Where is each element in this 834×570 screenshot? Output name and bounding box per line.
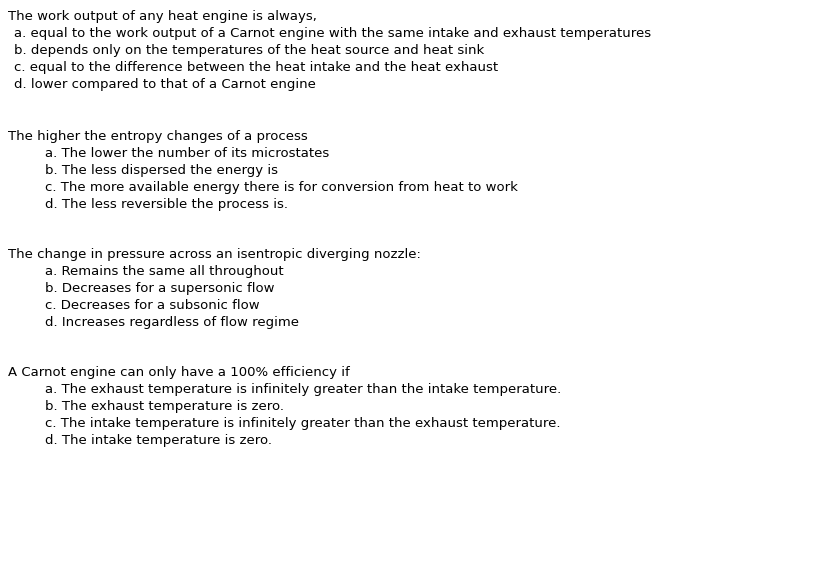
Text: b. depends only on the temperatures of the heat source and heat sink: b. depends only on the temperatures of t… bbox=[14, 44, 485, 57]
Text: c. The more available energy there is for conversion from heat to work: c. The more available energy there is fo… bbox=[45, 181, 518, 194]
Text: a. The lower the number of its microstates: a. The lower the number of its microstat… bbox=[45, 147, 329, 160]
Text: c. equal to the difference between the heat intake and the heat exhaust: c. equal to the difference between the h… bbox=[14, 61, 498, 74]
Text: A Carnot engine can only have a 100% efficiency if: A Carnot engine can only have a 100% eff… bbox=[8, 366, 349, 379]
Text: The change in pressure across an isentropic diverging nozzle:: The change in pressure across an isentro… bbox=[8, 248, 421, 261]
Text: d. lower compared to that of a Carnot engine: d. lower compared to that of a Carnot en… bbox=[14, 78, 316, 91]
Text: b. The less dispersed the energy is: b. The less dispersed the energy is bbox=[45, 164, 278, 177]
Text: d. The intake temperature is zero.: d. The intake temperature is zero. bbox=[45, 434, 272, 447]
Text: The work output of any heat engine is always,: The work output of any heat engine is al… bbox=[8, 10, 317, 23]
Text: c. Decreases for a subsonic flow: c. Decreases for a subsonic flow bbox=[45, 299, 259, 312]
Text: The higher the entropy changes of a process: The higher the entropy changes of a proc… bbox=[8, 130, 308, 143]
Text: a. equal to the work output of a Carnot engine with the same intake and exhaust : a. equal to the work output of a Carnot … bbox=[14, 27, 651, 40]
Text: a. The exhaust temperature is infinitely greater than the intake temperature.: a. The exhaust temperature is infinitely… bbox=[45, 383, 561, 396]
Text: d. The less reversible the process is.: d. The less reversible the process is. bbox=[45, 198, 288, 211]
Text: a. Remains the same all throughout: a. Remains the same all throughout bbox=[45, 265, 284, 278]
Text: b. The exhaust temperature is zero.: b. The exhaust temperature is zero. bbox=[45, 400, 284, 413]
Text: b. Decreases for a supersonic flow: b. Decreases for a supersonic flow bbox=[45, 282, 274, 295]
Text: c. The intake temperature is infinitely greater than the exhaust temperature.: c. The intake temperature is infinitely … bbox=[45, 417, 560, 430]
Text: d. Increases regardless of flow regime: d. Increases regardless of flow regime bbox=[45, 316, 299, 329]
